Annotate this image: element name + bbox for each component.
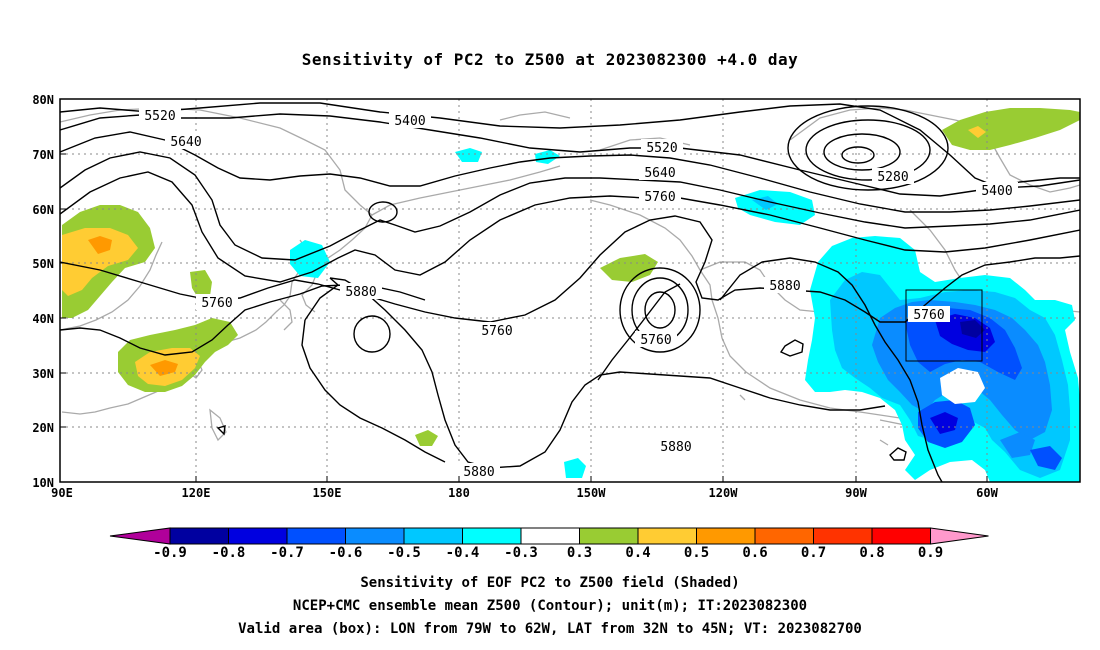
- lat-label: 20N: [32, 421, 54, 435]
- lon-label: 120E: [182, 486, 211, 500]
- colorbar-left-extension: [109, 527, 171, 545]
- colorbar-tick-label: 0.3: [567, 545, 592, 561]
- colorbar-tick-label: -0.3: [504, 545, 538, 561]
- tick-marks: [60, 98, 988, 483]
- colorbar-tick-label: -0.8: [212, 545, 246, 561]
- map-title: Sensitivity of PC2 to Z500 at 2023082300…: [301, 50, 799, 69]
- colorbar-segment: [813, 527, 873, 545]
- contour-label: 5880: [769, 279, 800, 294]
- colorbar-segment: [228, 527, 288, 545]
- colorbar-tick-label: -0.9: [153, 545, 187, 561]
- contour-label: 5400: [394, 114, 425, 129]
- lon-label: 180: [448, 486, 470, 500]
- map-panel: 5520 5640 5400 5520 5640 5760 5880 5760 …: [60, 99, 1080, 482]
- contour-labels: 5520 5640 5400 5520 5640 5760 5880 5760 …: [139, 107, 1018, 480]
- contour-label: 5760: [913, 308, 944, 323]
- gridlines: [60, 99, 1080, 482]
- colorbar-tick-label: 0.7: [801, 545, 826, 561]
- colorbar-segment: [871, 527, 931, 545]
- colorbar-segment: [403, 527, 463, 545]
- z500-contours: [60, 102, 1080, 482]
- contour-label: 5520: [646, 141, 677, 156]
- sensitivity-shading: [62, 108, 1080, 482]
- colorbar-tick-label: -0.7: [270, 545, 304, 561]
- lat-label: 30N: [32, 367, 54, 381]
- contour-label: 5880: [345, 285, 376, 300]
- contour-label: 5880: [660, 440, 691, 455]
- lon-label: 90E: [51, 486, 73, 500]
- contour-label: 5760: [201, 296, 232, 311]
- colorbar-tick-label: 0.9: [918, 545, 943, 561]
- contour-label: 5880: [463, 465, 494, 480]
- valid-area-box: [905, 289, 983, 362]
- lon-label: 150W: [577, 486, 607, 500]
- colorbar-tick-label: -0.6: [329, 545, 363, 561]
- map-frame: [59, 98, 1081, 483]
- colorbar-segment: [345, 527, 405, 545]
- colorbar-tick-label: 0.5: [684, 545, 709, 561]
- lon-label: 120W: [709, 486, 739, 500]
- contour-label: 5280: [877, 170, 908, 185]
- contour-label: 5640: [170, 135, 201, 150]
- colorbar-segment: [754, 527, 814, 545]
- colorbar-segment: [462, 527, 522, 545]
- latitude-labels: 80N 70N 60N 50N 40N 30N 20N 10N: [32, 93, 54, 490]
- contour-label: 5520: [144, 109, 175, 124]
- colorbar-tick-label: -0.4: [446, 545, 480, 561]
- colorbar-segment: [696, 527, 756, 545]
- colorbar-segment: [520, 527, 580, 545]
- colorbar-segment: [637, 527, 697, 545]
- lat-label: 60N: [32, 203, 54, 217]
- colorbar-tick-label: 0.8: [859, 545, 884, 561]
- contour-label: 5400: [981, 184, 1012, 199]
- contour-label: 5760: [640, 333, 671, 348]
- colorbar-segment: [169, 527, 229, 545]
- lat-label: 40N: [32, 312, 54, 326]
- colorbar-tick-label: 0.4: [625, 545, 650, 561]
- caption-line-3: Valid area (box): LON from 79W to 62W, L…: [238, 621, 862, 637]
- caption-line-2: NCEP+CMC ensemble mean Z500 (Contour); u…: [292, 598, 808, 614]
- lon-label: 150E: [313, 486, 342, 500]
- caption-line-1: Sensitivity of EOF PC2 to Z500 field (Sh…: [360, 575, 740, 591]
- lat-label: 70N: [32, 148, 54, 162]
- colorbar-tick-label: -0.5: [387, 545, 421, 561]
- lon-label: 90W: [845, 486, 867, 500]
- colorbar: -0.9 -0.8 -0.7 -0.6 -0.5 -0.4 -0.3 0.3 0.4 0.5 0.6…: [109, 527, 989, 561]
- lat-label: 80N: [32, 93, 54, 107]
- contour-label: 5760: [644, 190, 675, 205]
- contour-label: 5760: [481, 324, 512, 339]
- lon-label: 60W: [976, 486, 998, 500]
- contour-label: 5640: [644, 166, 675, 181]
- lat-label: 50N: [32, 257, 54, 271]
- colorbar-segment: [579, 527, 639, 545]
- colorbar-tick-label: 0.6: [742, 545, 767, 561]
- colorbar-segment: [286, 527, 346, 545]
- colorbar-right-extension: [930, 527, 989, 545]
- lat-label: 10N: [32, 476, 54, 490]
- longitude-labels: 90E 120E 150E 180 150W 120W 90W 60W: [51, 486, 998, 500]
